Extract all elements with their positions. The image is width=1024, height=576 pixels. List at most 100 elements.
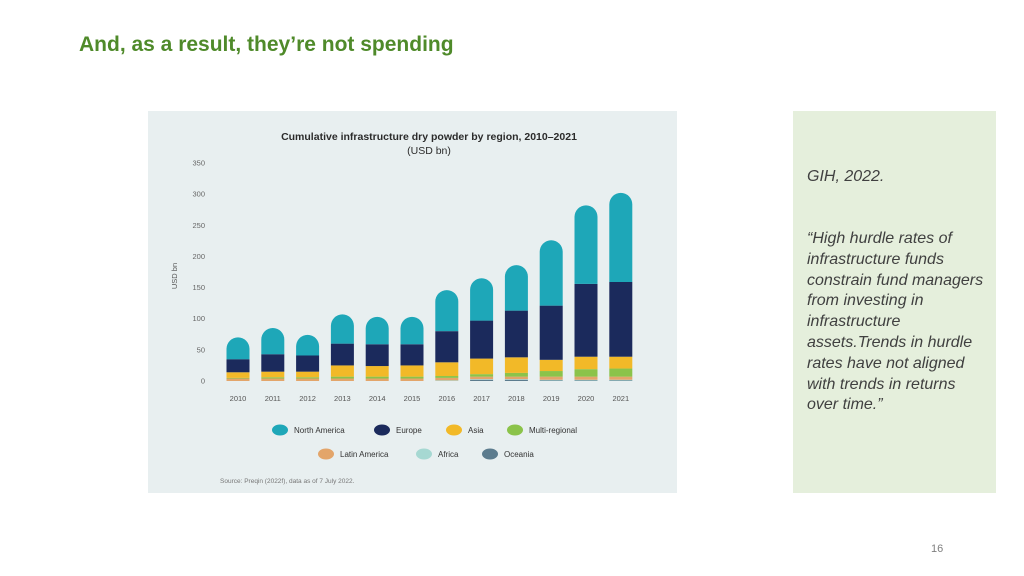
bar-series xyxy=(226,192,633,381)
bar-segment xyxy=(470,376,494,380)
legend-label: North America xyxy=(294,426,345,435)
chart-panel: Cumulative infrastructure dry powder by … xyxy=(148,111,677,493)
bar-segment xyxy=(609,281,633,357)
bar-segment xyxy=(261,354,285,372)
bar-segment xyxy=(400,365,424,377)
bar-segment xyxy=(504,265,528,311)
bar-segment xyxy=(609,379,633,381)
bar-segment xyxy=(296,378,320,381)
bar-segment xyxy=(470,374,494,377)
chart-title: Cumulative infrastructure dry powder by … xyxy=(281,131,577,143)
bar-segment xyxy=(539,380,563,381)
bar-segment xyxy=(470,379,494,380)
dry-powder-chart: Cumulative infrastructure dry powder by … xyxy=(170,131,633,485)
bar-segment xyxy=(470,379,494,381)
bar-segment xyxy=(470,320,494,359)
legend-swatch xyxy=(507,424,523,436)
bar-segment xyxy=(504,372,528,377)
bar-segment xyxy=(226,337,250,360)
slide-title: And, as a result, they’re not spending xyxy=(79,33,454,56)
bar-segment xyxy=(330,378,354,381)
bar-segment xyxy=(261,378,285,381)
chart-legend: North America Europe Asia Multi-regional Lat… xyxy=(272,424,577,460)
y-tick-label: 50 xyxy=(197,345,205,354)
bar-segment xyxy=(330,314,354,344)
legend-label: Africa xyxy=(438,450,459,459)
bar-segment xyxy=(261,328,285,355)
bar-segment xyxy=(504,379,528,380)
bar-segment xyxy=(609,376,633,380)
legend-swatch xyxy=(374,424,390,436)
y-axis-label: USD bn xyxy=(170,263,179,289)
bar-segment xyxy=(504,379,528,381)
bar-segment xyxy=(574,379,598,381)
bar-segment xyxy=(435,380,459,381)
bar-segment xyxy=(435,376,459,378)
y-tick-label: 150 xyxy=(192,283,205,292)
legend-swatch xyxy=(446,424,462,436)
y-tick-label: 350 xyxy=(192,159,205,168)
bar-segment xyxy=(330,365,354,377)
x-tick-label: 2019 xyxy=(543,394,560,403)
bar-segment xyxy=(296,334,320,356)
page-number: 16 xyxy=(931,543,944,555)
bar-segment xyxy=(539,359,563,372)
bar-segment xyxy=(435,290,459,332)
x-tick-label: 2010 xyxy=(230,394,247,403)
bar-segment xyxy=(574,369,598,377)
y-tick-label: 100 xyxy=(192,314,205,323)
bar-segment xyxy=(400,316,424,345)
legend-label: Asia xyxy=(468,426,484,435)
x-tick-label: 2018 xyxy=(508,394,525,403)
citation: GIH, 2022. xyxy=(807,168,885,185)
bar-segment xyxy=(435,377,459,381)
bar-segment xyxy=(365,376,389,379)
bar-segment xyxy=(365,344,389,367)
bar-segment xyxy=(261,371,285,378)
bar-segment xyxy=(504,376,528,380)
bar-segment xyxy=(470,278,494,321)
bar-segment xyxy=(435,331,459,363)
bar-segment xyxy=(330,376,354,379)
legend-label: Europe xyxy=(396,426,422,435)
legend-label: Multi-regional xyxy=(529,426,577,435)
y-tick-label: 250 xyxy=(192,221,205,230)
bar-segment xyxy=(400,376,424,379)
bar-segment xyxy=(574,380,598,381)
bar-segment xyxy=(539,371,563,377)
bar-segment xyxy=(609,356,633,369)
bar-segment xyxy=(296,377,320,379)
y-tick-label: 0 xyxy=(201,377,205,386)
bar-segment xyxy=(574,376,598,380)
bar-segment xyxy=(296,371,320,378)
x-tick-label: 2017 xyxy=(473,394,490,403)
x-tick-label: 2014 xyxy=(369,394,386,403)
y-axis-ticks: 0 50 100 150 200 250 300 350 xyxy=(192,159,205,386)
x-tick-label: 2021 xyxy=(612,394,629,403)
quote-panel: GIH, 2022. “High hurdle rates of infrast… xyxy=(793,111,996,493)
bar-segment xyxy=(574,205,598,284)
legend-swatch xyxy=(318,448,334,460)
bar-segment xyxy=(609,380,633,381)
bar-segment xyxy=(365,366,389,377)
x-tick-label: 2012 xyxy=(299,394,316,403)
bar-segment xyxy=(365,316,389,345)
x-tick-label: 2011 xyxy=(265,394,281,403)
bar-segment xyxy=(539,305,563,360)
bar-segment xyxy=(330,343,354,366)
y-tick-label: 200 xyxy=(192,252,205,261)
x-tick-label: 2020 xyxy=(578,394,595,403)
bar-segment xyxy=(261,377,285,379)
legend-swatch xyxy=(416,448,432,460)
legend-swatch xyxy=(272,424,288,436)
bar-segment xyxy=(296,355,320,372)
x-axis-ticks: 2010 2011 2012 2013 2014 2015 2016 2017 2018 2019… xyxy=(230,394,629,403)
legend-label: Oceania xyxy=(504,450,534,459)
legend-swatch xyxy=(482,448,498,460)
legend-label: Latin America xyxy=(340,450,389,459)
bar-segment xyxy=(609,192,633,282)
quote-text: “High hurdle rates of infrastructure fun… xyxy=(807,230,984,414)
bar-segment xyxy=(226,359,250,373)
bar-segment xyxy=(504,310,528,358)
chart-subtitle: (USD bn) xyxy=(407,145,451,157)
